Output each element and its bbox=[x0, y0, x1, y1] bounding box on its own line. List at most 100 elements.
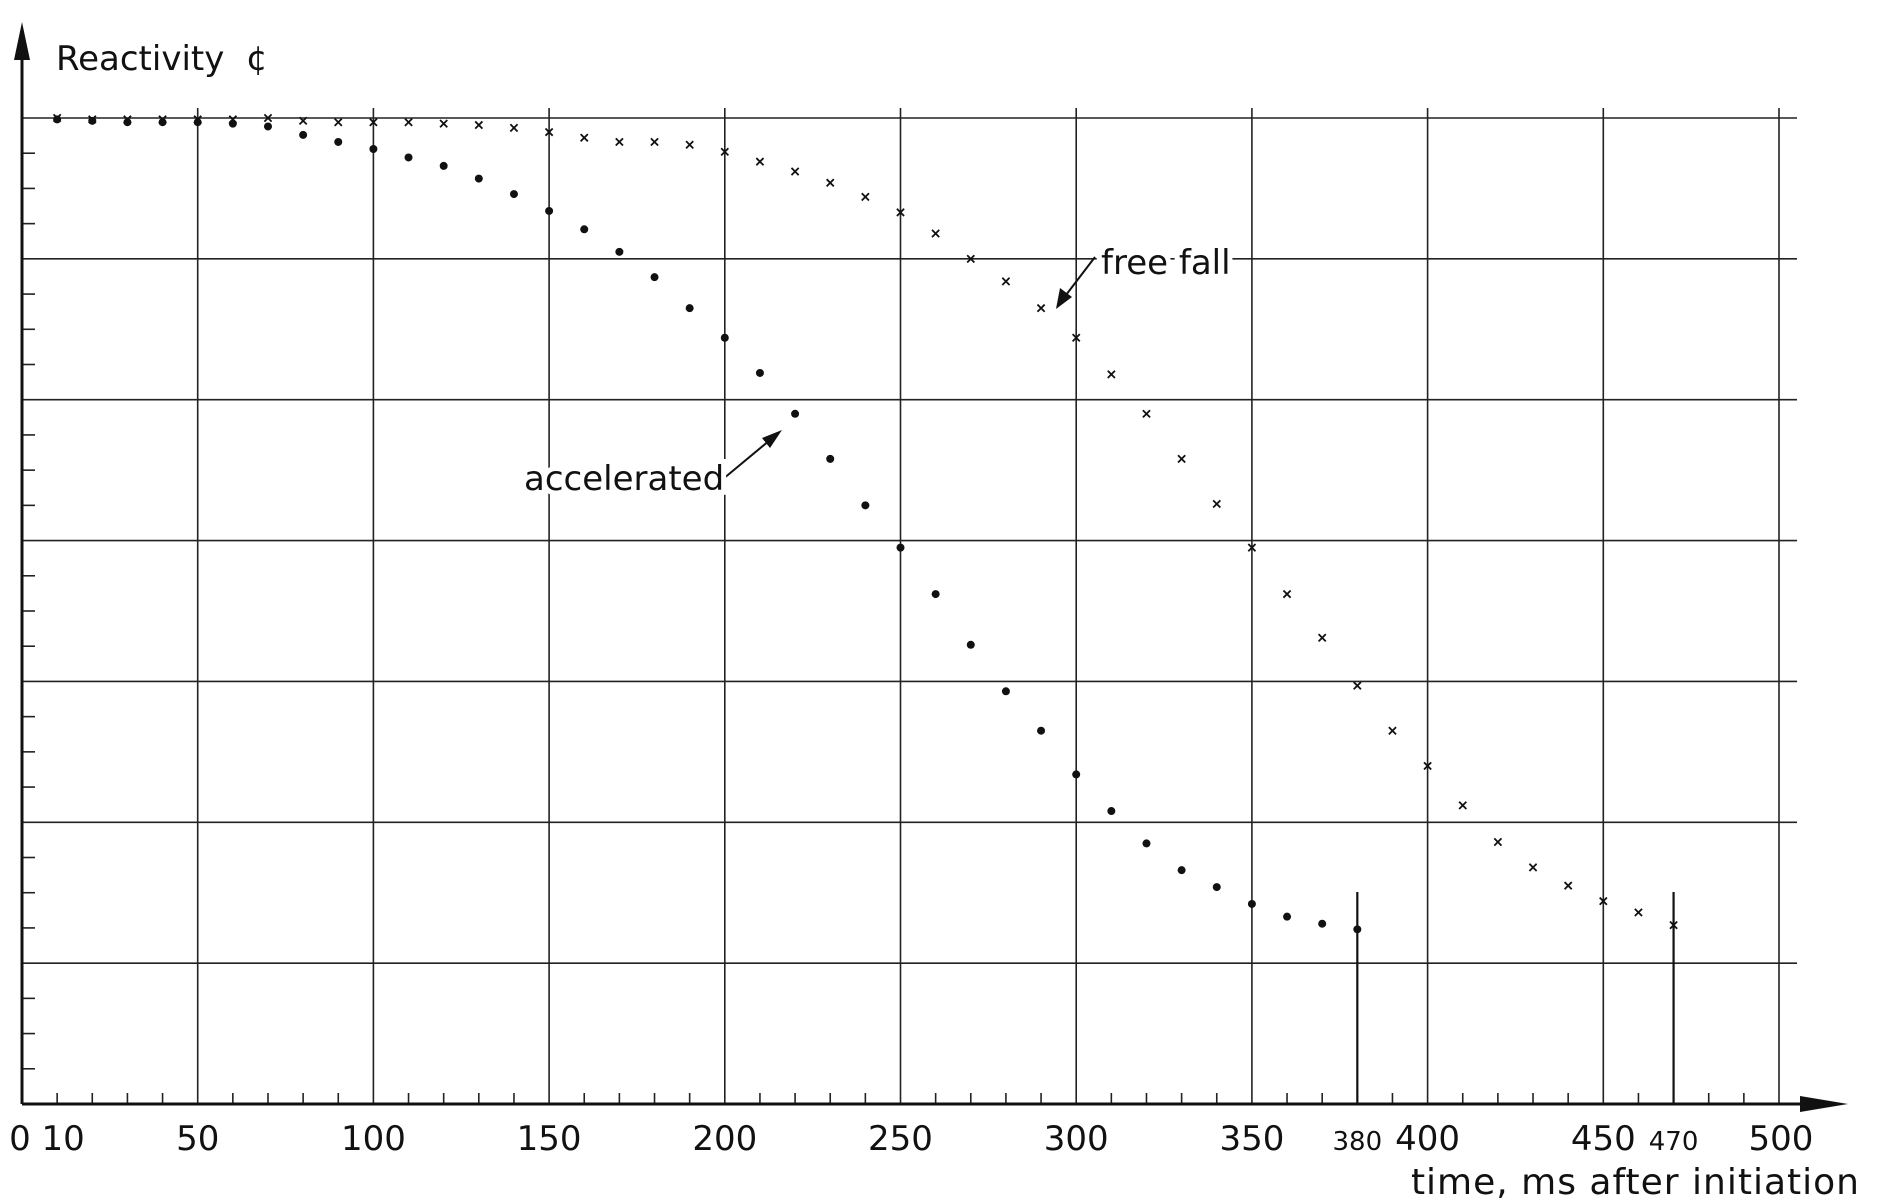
data-point-free-fall bbox=[861, 192, 870, 202]
x-tick-label: 10 bbox=[42, 1119, 85, 1159]
x-tick-label: 380 bbox=[1332, 1127, 1382, 1157]
accelerated-leader bbox=[716, 439, 771, 485]
data-point-accelerated bbox=[404, 153, 413, 162]
data-point-free-fall bbox=[544, 127, 554, 137]
accelerated-arrowhead bbox=[762, 430, 782, 448]
data-point-free-fall bbox=[1528, 863, 1538, 872]
data-point-free-fall bbox=[1423, 761, 1432, 771]
data-point-accelerated bbox=[1001, 687, 1010, 696]
data-point-free-fall bbox=[1036, 303, 1046, 313]
series-free-fall bbox=[52, 113, 1678, 930]
data-point-free-fall bbox=[1634, 908, 1643, 917]
data-point-free-fall bbox=[650, 137, 659, 147]
x-tick-labels: 0 10 50 100 150 200 250 300 350 380 400 450 470 500 bbox=[9, 1119, 1813, 1159]
data-point-free-fall bbox=[263, 113, 273, 123]
data-point-free-fall bbox=[1282, 589, 1292, 599]
data-point-accelerated bbox=[1212, 883, 1221, 892]
annotation-accelerated: accelerated bbox=[524, 459, 724, 499]
data-point-free-fall bbox=[1212, 499, 1221, 509]
data-point-accelerated bbox=[1247, 899, 1256, 908]
data-point-free-fall bbox=[52, 113, 62, 123]
data-point-free-fall bbox=[123, 115, 132, 124]
data-point-accelerated bbox=[334, 137, 343, 146]
annotation-accelerated-halo: accelerated bbox=[524, 459, 724, 499]
data-point-free-fall bbox=[474, 120, 484, 130]
data-point-accelerated bbox=[474, 174, 483, 183]
data-point-accelerated bbox=[755, 368, 764, 377]
x-tick-label: 470 bbox=[1649, 1127, 1699, 1157]
data-point-free-fall bbox=[1388, 726, 1397, 735]
data-point-free-fall bbox=[1669, 920, 1678, 930]
data-point-free-fall bbox=[825, 178, 835, 188]
x-tick-label: 350 bbox=[1219, 1119, 1284, 1159]
data-point-accelerated bbox=[720, 333, 729, 342]
data-point-accelerated bbox=[826, 454, 835, 463]
data-point-free-fall bbox=[1142, 409, 1151, 419]
x-tick-label: 200 bbox=[692, 1119, 757, 1159]
data-point-accelerated bbox=[580, 225, 589, 234]
data-point-accelerated bbox=[299, 130, 308, 139]
x-ticks bbox=[56, 1093, 1745, 1104]
annotation-free-fall: free fall bbox=[1101, 243, 1231, 283]
x-tick-label: 150 bbox=[517, 1119, 582, 1159]
data-point-accelerated bbox=[439, 161, 448, 170]
data-point-free-fall bbox=[1599, 896, 1608, 906]
data-point-accelerated bbox=[545, 206, 554, 215]
data-point-accelerated bbox=[263, 122, 272, 131]
data-point-free-fall bbox=[88, 115, 97, 124]
x-axis-arrow bbox=[1800, 1096, 1848, 1112]
data-point-accelerated bbox=[931, 590, 940, 599]
data-point-accelerated bbox=[650, 273, 659, 282]
data-point-free-fall bbox=[580, 133, 589, 142]
data-point-accelerated bbox=[1318, 919, 1327, 928]
data-point-accelerated bbox=[88, 116, 97, 125]
data-point-free-fall bbox=[685, 140, 694, 149]
data-point-accelerated bbox=[1177, 866, 1186, 875]
data-point-free-fall bbox=[404, 117, 413, 127]
annotation-free-fall-halo: free fall bbox=[1101, 243, 1231, 283]
x-tick-label: 450 bbox=[1571, 1119, 1636, 1159]
data-point-free-fall bbox=[298, 116, 308, 126]
data-point-accelerated bbox=[615, 247, 624, 256]
y-axis-arrow bbox=[14, 22, 30, 60]
data-point-accelerated bbox=[53, 115, 62, 124]
data-point-free-fall bbox=[1458, 801, 1467, 810]
data-point-accelerated bbox=[228, 119, 237, 128]
data-point-free-fall bbox=[896, 208, 905, 217]
data-point-accelerated bbox=[1072, 770, 1081, 779]
data-point-accelerated bbox=[1283, 912, 1292, 921]
x-tick-label: 500 bbox=[1749, 1119, 1814, 1159]
data-point-free-fall bbox=[1247, 543, 1257, 552]
data-point-free-fall bbox=[720, 147, 730, 157]
data-point-free-fall bbox=[509, 123, 519, 133]
y-axis-label: Reactivity ¢ bbox=[56, 39, 268, 79]
data-point-accelerated bbox=[509, 190, 518, 199]
data-point-free-fall bbox=[193, 115, 202, 124]
data-point-free-fall bbox=[1353, 681, 1362, 690]
data-point-accelerated bbox=[1142, 839, 1151, 848]
data-point-free-fall bbox=[369, 117, 378, 127]
vertical-markers bbox=[1356, 892, 1675, 1104]
data-point-free-fall bbox=[966, 254, 976, 264]
data-point-accelerated bbox=[791, 409, 800, 418]
data-point-free-fall bbox=[228, 115, 238, 124]
data-point-accelerated bbox=[966, 640, 975, 649]
data-point-accelerated bbox=[1107, 807, 1116, 816]
data-point-accelerated bbox=[1037, 726, 1046, 735]
data-point-free-fall bbox=[1001, 277, 1011, 286]
series-accelerated bbox=[53, 115, 1362, 934]
data-point-free-fall bbox=[1107, 370, 1116, 379]
data-point-free-fall bbox=[1563, 881, 1573, 890]
data-point-free-fall bbox=[439, 119, 448, 128]
x-tick-label: 50 bbox=[176, 1119, 219, 1159]
x-tick-label: 400 bbox=[1395, 1119, 1460, 1159]
free-fall-arrowhead bbox=[1056, 288, 1072, 309]
data-point-free-fall bbox=[931, 229, 940, 238]
data-point-free-fall bbox=[1177, 454, 1186, 464]
data-point-free-fall bbox=[790, 167, 800, 176]
axes bbox=[14, 22, 1848, 1112]
x-axis-label: time, ms after initiation bbox=[1411, 1162, 1860, 1203]
data-point-accelerated bbox=[685, 304, 694, 313]
